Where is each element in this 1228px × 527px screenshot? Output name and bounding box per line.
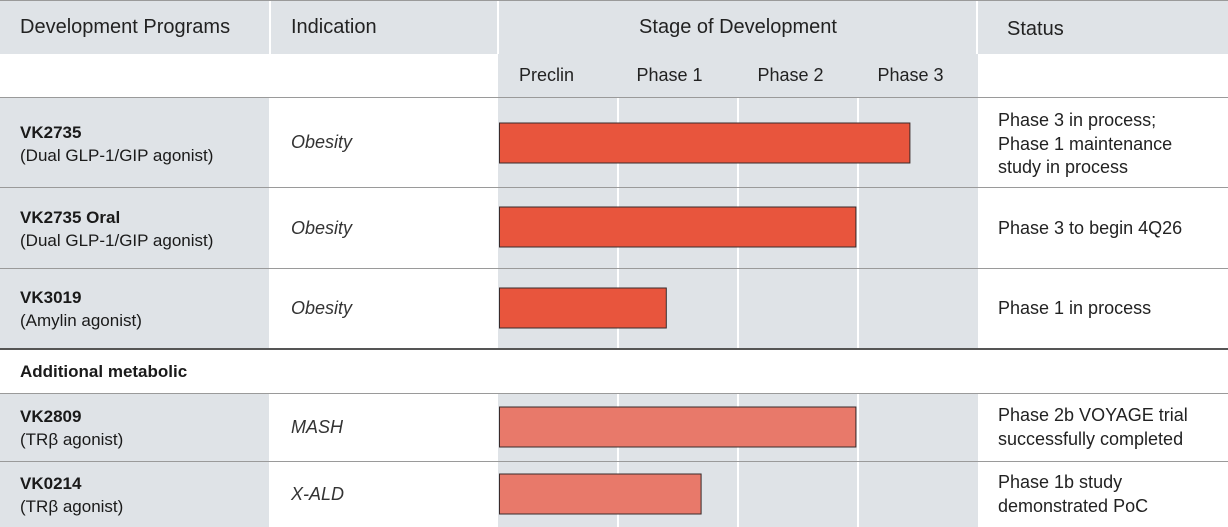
stage-bar-4 xyxy=(499,406,857,448)
row-divider xyxy=(0,97,1228,98)
programs-column-band xyxy=(0,97,269,349)
program-mechanism: (Dual GLP-1/GIP agonist) xyxy=(20,231,214,250)
status-line: successfully completed xyxy=(998,428,1184,449)
status-line: Phase 3 in process; xyxy=(998,110,1157,130)
program-name: VK3019 xyxy=(20,288,82,307)
program-status: Phase 2b VOYAGE trial successfully compl… xyxy=(998,404,1188,451)
program-indication: X-ALD xyxy=(291,484,345,504)
column-divider xyxy=(269,0,271,54)
status-line: Phase 3 to begin 4Q26 xyxy=(998,218,1183,238)
header-stage: Stage of Development xyxy=(639,16,837,38)
program-indication: Obesity xyxy=(291,132,353,152)
column-divider xyxy=(497,0,499,54)
program-status: Phase 1 in process xyxy=(998,297,1151,321)
header-status: Status xyxy=(1007,18,1064,40)
programs-column-band-lower xyxy=(0,393,269,527)
header-indication: Indication xyxy=(291,16,377,38)
stage-bar-5 xyxy=(499,473,702,515)
status-line: Phase 2b VOYAGE trial xyxy=(998,405,1188,425)
column-divider xyxy=(976,0,978,54)
phase-label-preclin: Preclin xyxy=(518,65,575,85)
program-indication: Obesity xyxy=(291,218,353,238)
phase-label-phase2: Phase 2 xyxy=(757,65,824,85)
row-divider xyxy=(0,393,1228,394)
program-name: VK2735 xyxy=(20,123,82,142)
status-line: Phase 1 in process xyxy=(998,298,1152,318)
phase-gridline xyxy=(857,97,859,527)
program-indication: Obesity xyxy=(291,298,353,318)
stage-bar-3 xyxy=(499,287,667,329)
program-indication: MASH xyxy=(291,417,344,437)
header-programs: Development Programs xyxy=(20,16,231,38)
phase-gridline xyxy=(737,97,739,527)
status-line: Phase 1b study xyxy=(998,472,1123,492)
phase-label-phase3: Phase 3 xyxy=(877,65,944,85)
program-status: Phase 3 in process; Phase 1 maintenance … xyxy=(998,109,1172,180)
section-divider xyxy=(0,348,1228,350)
program-status: Phase 1b study demonstrated PoC xyxy=(998,471,1148,518)
stage-bar-2 xyxy=(499,206,857,248)
row-divider xyxy=(0,0,1228,1)
row-divider xyxy=(0,461,1228,462)
group-row-band xyxy=(0,350,1228,393)
group-label: Additional metabolic xyxy=(20,362,188,381)
stage-bar-1 xyxy=(499,122,911,164)
program-name: VK0214 xyxy=(20,474,82,493)
program-name: VK2735 Oral xyxy=(20,208,121,227)
row-divider xyxy=(0,187,1228,188)
status-line: study in process xyxy=(998,157,1129,177)
program-status: Phase 3 to begin 4Q26 xyxy=(998,217,1182,241)
program-mechanism: (Dual GLP-1/GIP agonist) xyxy=(20,146,214,165)
program-mechanism: (TRβ agonist) xyxy=(20,497,124,516)
header-band xyxy=(0,0,1228,54)
row-divider xyxy=(0,268,1228,269)
status-line: demonstrated PoC xyxy=(998,495,1149,516)
program-mechanism: (TRβ agonist) xyxy=(20,430,124,449)
program-mechanism: (Amylin agonist) xyxy=(20,311,142,330)
program-name: VK2809 xyxy=(20,407,82,426)
status-line: Phase 1 maintenance xyxy=(998,133,1173,154)
phase-label-phase1: Phase 1 xyxy=(636,65,703,85)
